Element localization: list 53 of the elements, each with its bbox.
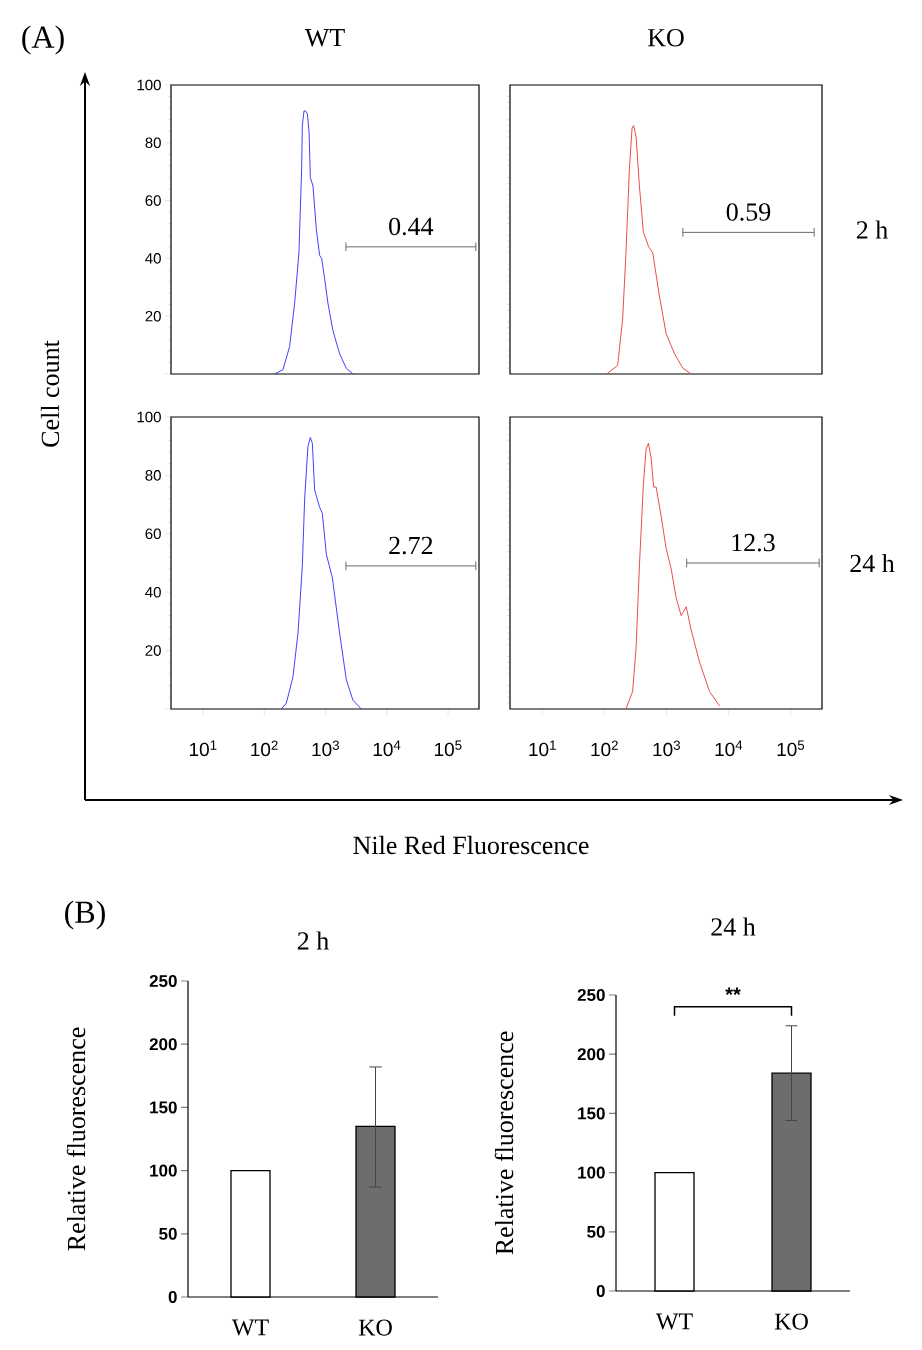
x-tick-label: 10$^{1}$: [529, 740, 556, 757]
x-tick-label: 10$^{2}$: [251, 740, 278, 757]
y-tick-label: 250: [149, 974, 177, 988]
y-tick-label: 40: [145, 253, 161, 264]
y-tick-label: 100: [150, 1164, 177, 1177]
x-tick-label: 10$^{4}$: [715, 740, 743, 757]
y-tick-label: 0: [168, 1290, 177, 1304]
y-tick-label: 100: [578, 1166, 605, 1179]
y-tick-label: 80: [145, 137, 161, 149]
y-tick-label: 20: [145, 645, 161, 656]
y-axis-title: Relative fluorescence: [494, 1031, 514, 1255]
y-tick-label: 60: [145, 528, 161, 540]
x-tick-label: KO: [358, 1319, 392, 1336]
x-tick-label: WT: [655, 1313, 693, 1330]
y-tick-label: 150: [578, 1107, 605, 1120]
text: (A): [22, 25, 64, 55]
chart-title: WT: [304, 29, 345, 47]
text: (B): [65, 900, 105, 930]
x-tick-label: 10$^{3}$: [312, 740, 339, 757]
x-tick-label: WT: [231, 1319, 269, 1336]
y-tick-label: 20: [145, 310, 161, 322]
y-axis-title: Relative fluorescence: [66, 1027, 86, 1251]
y-tick-label: 80: [145, 470, 161, 481]
y-axis-title: Cell count: [40, 340, 60, 447]
x-tick-label: 10$^{4}$: [373, 740, 401, 757]
y2-axis-title: 24 h: [850, 553, 895, 573]
x-tick-label: KO: [774, 1313, 808, 1330]
annotation: 0.59: [726, 203, 771, 221]
annotation: 0.44: [389, 217, 434, 236]
y-tick-label: 100: [137, 411, 161, 423]
y-tick-label: 50: [159, 1227, 177, 1240]
y-tick-label: 200: [577, 1048, 605, 1061]
y-tick-label: 40: [145, 586, 161, 598]
annotation: 2.72: [389, 536, 433, 555]
chart-title: KO: [647, 28, 684, 47]
chart-title: 24 h: [711, 917, 756, 936]
x-tick-label: 10$^{1}$: [189, 740, 217, 757]
text: **: [725, 987, 741, 995]
annotation: 12.3: [732, 533, 775, 552]
x-tick-label: 10$^{5}$: [434, 740, 462, 757]
x-tick-label: 10$^{2}$: [591, 740, 618, 757]
y-tick-label: 50: [587, 1225, 605, 1238]
x-tick-label: 10$^{5}$: [777, 740, 805, 757]
chart-title: 2 h: [297, 931, 329, 950]
y-tick-label: 60: [145, 195, 161, 206]
y-tick-label: 200: [149, 1038, 177, 1051]
x-axis-title: Nile Red Fluorescence: [353, 835, 589, 855]
y-tick-label: 250: [577, 988, 605, 1002]
x-tick-label: 10$^{3}$: [653, 740, 680, 757]
y-tick-label: 100: [137, 79, 161, 91]
y-tick-label: 150: [150, 1101, 177, 1114]
y-tick-label: 0: [596, 1284, 605, 1298]
y2-axis-title: 2 h: [856, 220, 888, 239]
